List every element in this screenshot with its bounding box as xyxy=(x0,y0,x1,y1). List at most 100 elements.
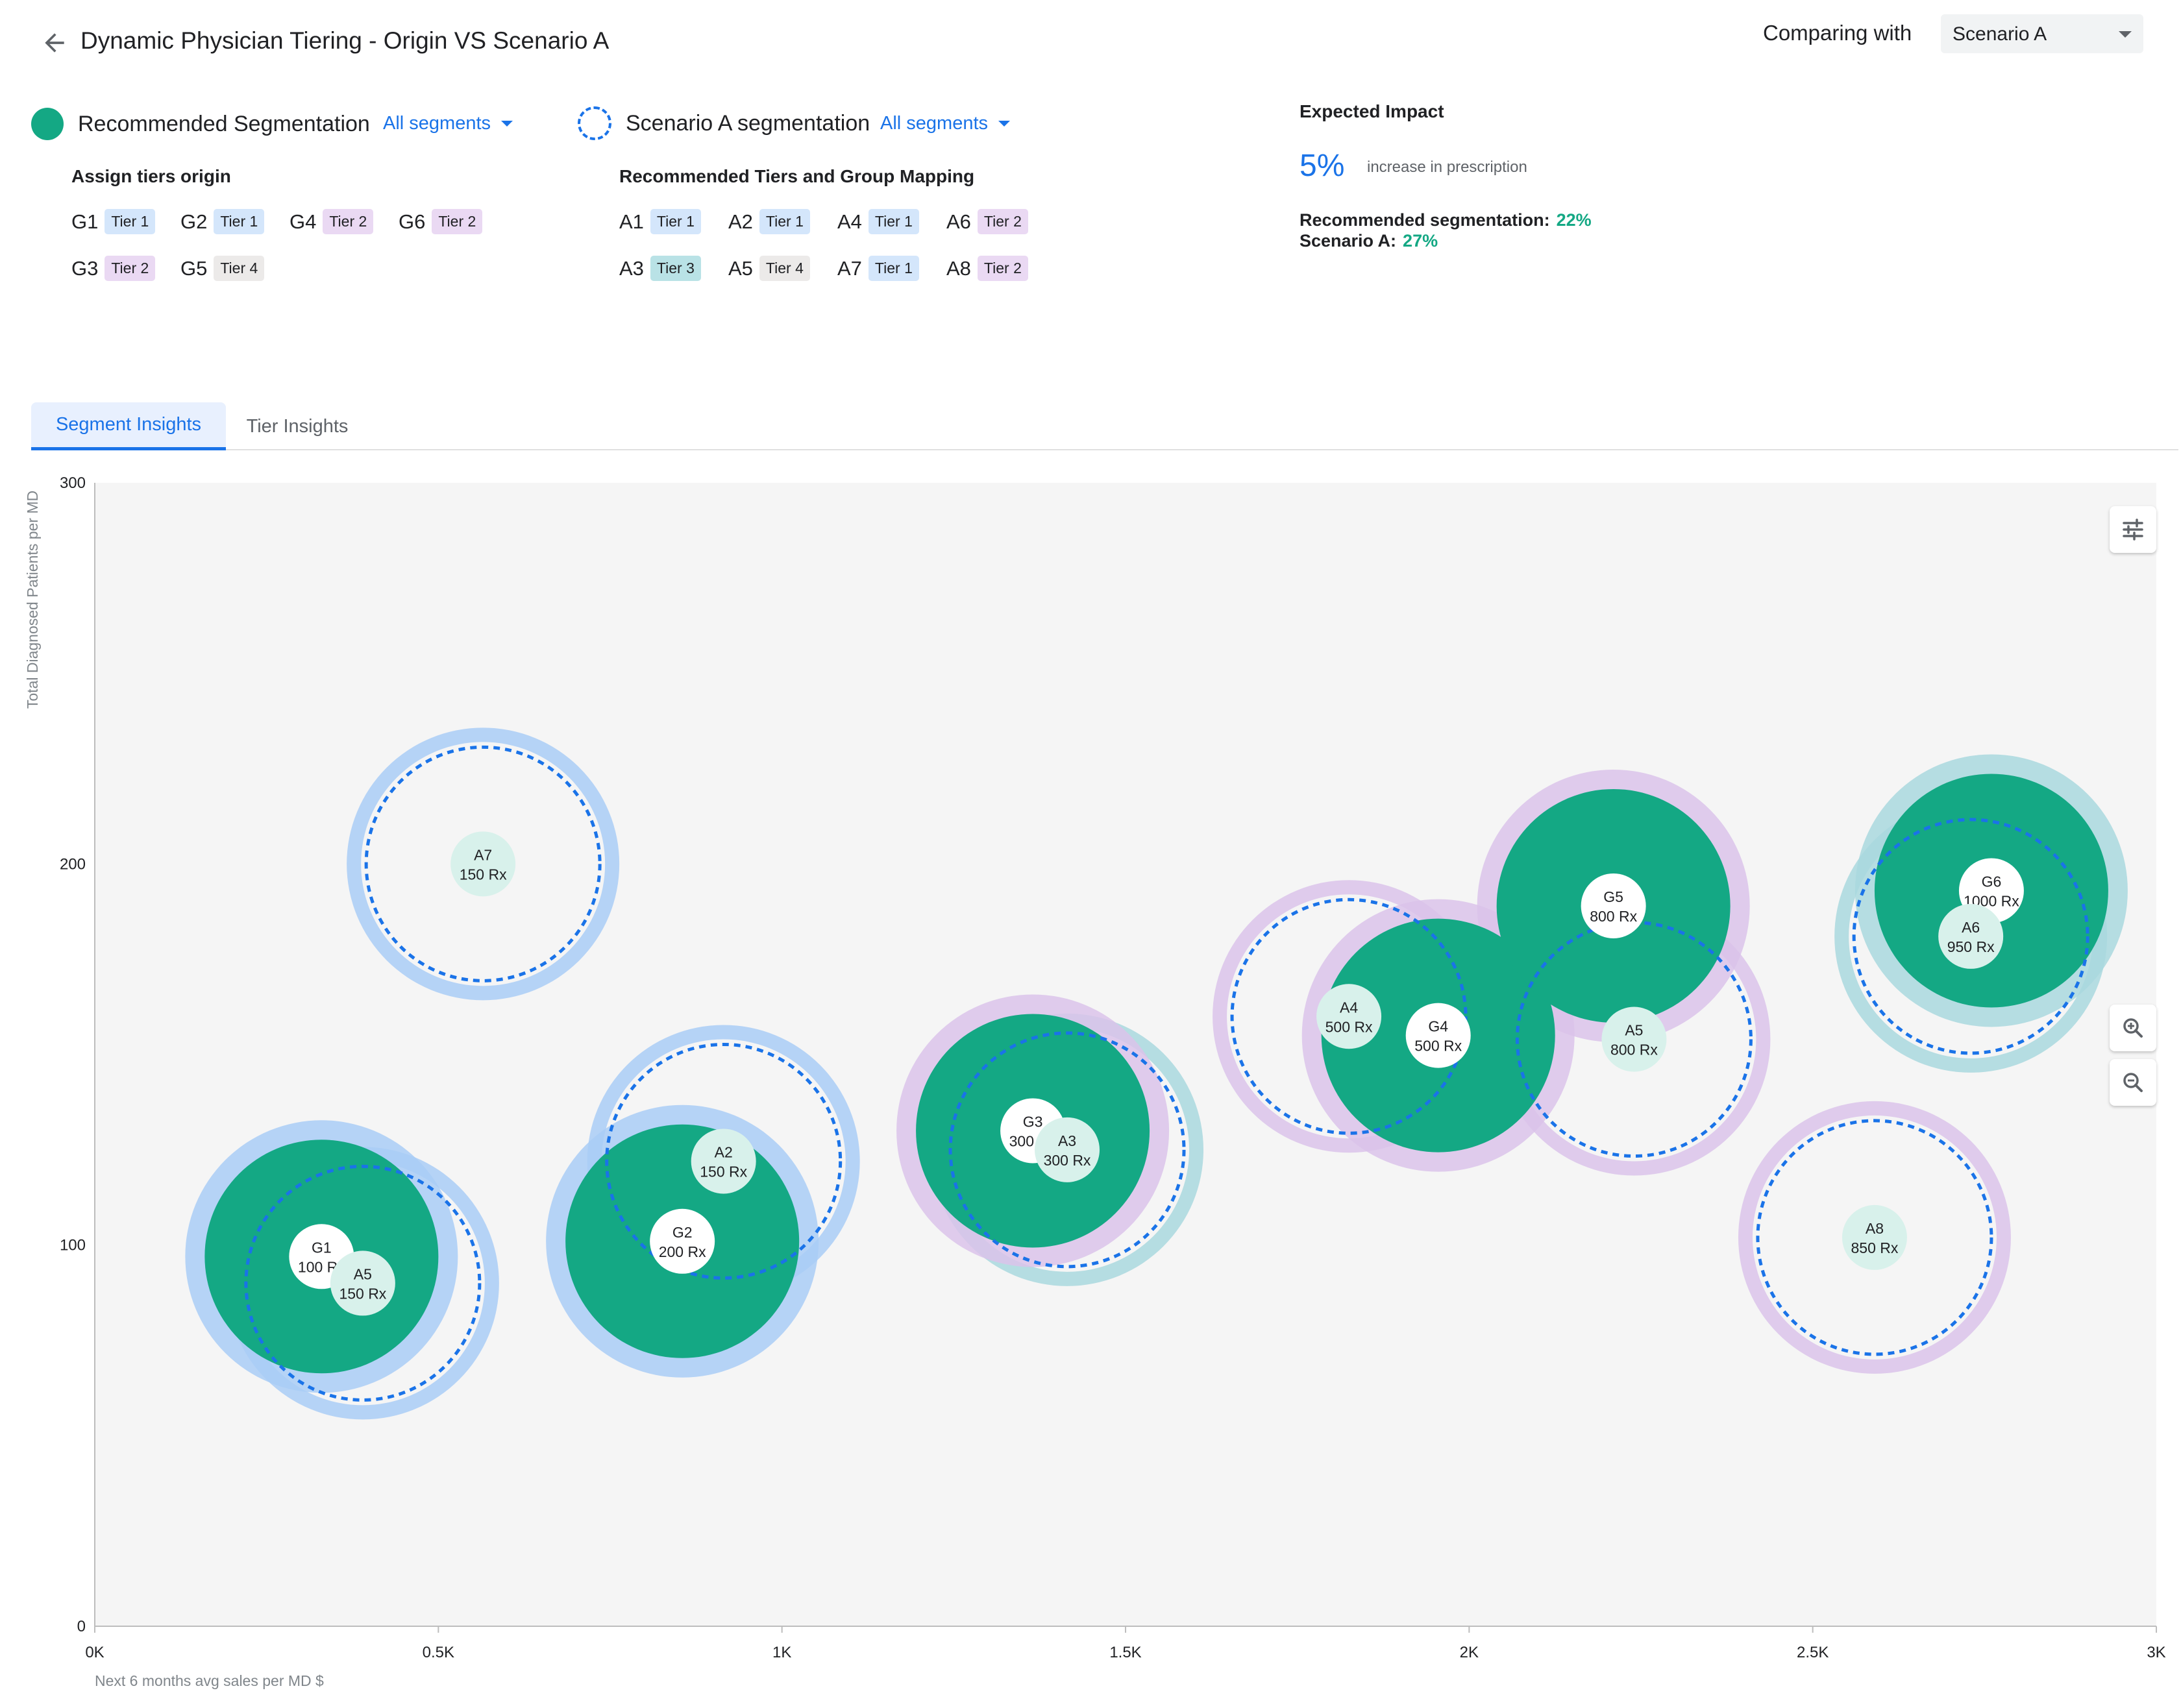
origin-group-g2: G2 Tier 1 xyxy=(180,209,265,234)
zoom-out-button[interactable] xyxy=(2110,1059,2156,1106)
bubble-label-rx: 200 Rx xyxy=(659,1243,706,1260)
mapping-title: Recommended Tiers and Group Mapping xyxy=(619,166,975,186)
chevron-down-icon xyxy=(2119,31,2132,38)
page-header: Dynamic Physician Tiering - Origin VS Sc… xyxy=(0,0,2181,78)
impact-recommended-label: Recommended segmentation: xyxy=(1300,210,1550,230)
recommended-label-bg-g5 xyxy=(1581,873,1646,938)
y-axis-label: Total Diagnosed Patients per MD xyxy=(24,491,41,709)
bubble-label-name: A6 xyxy=(1962,919,1980,936)
recommended-label-bg-g2 xyxy=(650,1208,715,1274)
bubble-label-rx: 500 Rx xyxy=(1325,1018,1373,1035)
scenario-label-bg-a8 xyxy=(1842,1204,1907,1270)
x-tick-label: 0.5K xyxy=(423,1644,454,1661)
impact-scenario-label: Scenario A: xyxy=(1300,231,1397,250)
bubble-label-name: G5 xyxy=(1603,888,1623,905)
page-title: Dynamic Physician Tiering - Origin VS Sc… xyxy=(80,27,610,54)
bubble-label-name: A7 xyxy=(474,846,492,863)
bubble-label-name: A3 xyxy=(1058,1132,1076,1149)
scenario-dashed-dot-icon xyxy=(578,106,611,140)
bubble-label-rx: 800 Rx xyxy=(1590,908,1637,925)
tier-badge: Tier 2 xyxy=(323,209,374,234)
impact-title: Expected Impact xyxy=(1300,101,1444,121)
x-tick-label: 1K xyxy=(772,1644,791,1661)
impact-scenario-row: Scenario A: 27% xyxy=(1300,231,1438,251)
recommended-segments-label: All segments xyxy=(383,113,491,134)
impact-value: 5% xyxy=(1300,149,1345,183)
tier-badge: Tier 2 xyxy=(432,209,483,234)
bubble-label-name: A5 xyxy=(1625,1022,1643,1039)
impact-recommended-value: 22% xyxy=(1556,210,1592,230)
recommended-segments-dropdown[interactable]: All segments xyxy=(383,113,513,134)
bubble-label-rx: 800 Rx xyxy=(1610,1042,1658,1058)
x-tick-label: 0K xyxy=(85,1644,104,1661)
legend-recommended: Recommended Segmentation xyxy=(31,108,370,140)
x-tick-label: 2.5K xyxy=(1797,1644,1829,1661)
scenario-label-bg-a7 xyxy=(450,831,516,897)
scenario-bubble-a5 xyxy=(244,1164,482,1402)
legend-scenario: Scenario A segmentation xyxy=(578,106,870,140)
origin-title: Assign tiers origin xyxy=(71,166,231,186)
zoom-in-button[interactable] xyxy=(2110,1005,2156,1051)
tier-badge: Tier 3 xyxy=(650,256,701,281)
scenario-bubble-a3 xyxy=(948,1031,1186,1269)
bubble-label-name: G1 xyxy=(312,1239,332,1256)
scenario-bubble-a4 xyxy=(1230,897,1468,1135)
bubble-label-rx: 950 Rx xyxy=(1947,938,1995,955)
tab-segment-insights[interactable]: Segment Insights xyxy=(31,402,226,450)
impact-description: increase in prescription xyxy=(1367,158,1527,176)
bubble-label-rx: 150 Rx xyxy=(460,866,507,883)
x-tick-label: 2K xyxy=(1460,1644,1479,1661)
y-tick-label: 300 xyxy=(60,474,86,492)
mapping-group-a5: A5 Tier 4 xyxy=(728,256,810,281)
tier-badge: Tier 2 xyxy=(977,209,1028,234)
tier-badge: Tier 2 xyxy=(977,256,1028,281)
bubble-label-name: G4 xyxy=(1428,1018,1448,1035)
x-tick-label: 1.5K xyxy=(1109,1644,1141,1661)
scenario-segments-label: All segments xyxy=(880,113,989,134)
mapping-group-a7: A7 Tier 1 xyxy=(837,256,919,281)
mapping-group-a3: A3 Tier 3 xyxy=(619,256,701,281)
tier-badge: Tier 1 xyxy=(650,209,701,234)
origin-group-g6: G6 Tier 2 xyxy=(399,209,483,234)
tier-badge: Tier 1 xyxy=(759,209,810,234)
bubble-label-rx: 300 Rx xyxy=(1044,1152,1091,1169)
insights-tabs: Segment Insights Tier Insights xyxy=(31,402,2178,450)
scenario-label-bg-a2 xyxy=(691,1128,756,1194)
recommended-dot-icon xyxy=(31,108,64,140)
bubble-label-name: A5 xyxy=(354,1265,372,1282)
tier-badge: Tier 1 xyxy=(105,209,156,234)
caret-down-icon xyxy=(501,121,513,127)
tier-badge: Tier 1 xyxy=(868,209,919,234)
chart-settings-button[interactable] xyxy=(2110,506,2156,553)
bubble-label-name: G6 xyxy=(1982,873,2002,890)
tier-badge: Tier 4 xyxy=(759,256,810,281)
origin-group-g5: G5 Tier 4 xyxy=(180,256,265,281)
scenario-label-bg-a3 xyxy=(1035,1117,1100,1182)
mapping-group-a6: A6 Tier 2 xyxy=(946,209,1028,234)
scenario-bubble-a2 xyxy=(605,1042,843,1280)
scenario-select[interactable]: Scenario A xyxy=(1941,14,2143,53)
y-tick-label: 200 xyxy=(60,855,86,873)
zoom-in-icon xyxy=(2123,1018,2143,1038)
recommended-label-bg-g4 xyxy=(1405,1003,1471,1068)
scenario-segments-dropdown[interactable]: All segments xyxy=(880,113,1011,134)
arrow-back-icon[interactable] xyxy=(40,29,69,57)
bubble-label-name: G2 xyxy=(672,1224,693,1241)
tier-badge: Tier 2 xyxy=(105,256,156,281)
y-tick-label: 100 xyxy=(60,1237,86,1254)
tab-tier-insights[interactable]: Tier Insights xyxy=(246,415,349,437)
scenario-bubble-a8 xyxy=(1756,1119,1993,1356)
scenario-bubble-a6 xyxy=(1852,818,2089,1055)
legend-scenario-label: Scenario A segmentation xyxy=(626,110,870,136)
mapping-group-a1: A1 Tier 1 xyxy=(619,209,701,234)
bubble-label-name: G3 xyxy=(1023,1113,1043,1130)
impact-recommended-row: Recommended segmentation: 22% xyxy=(1300,210,1592,230)
mapping-group-a4: A4 Tier 1 xyxy=(837,209,919,234)
mapping-group-a8: A8 Tier 2 xyxy=(946,256,1028,281)
tier-badge: Tier 1 xyxy=(214,209,265,234)
scenario-label-bg-a4 xyxy=(1316,984,1382,1049)
bubble-label-rx: 500 Rx xyxy=(1414,1038,1462,1055)
zoom-out-icon xyxy=(2123,1073,2143,1092)
scenario-label-bg-a5 xyxy=(1601,1006,1667,1072)
